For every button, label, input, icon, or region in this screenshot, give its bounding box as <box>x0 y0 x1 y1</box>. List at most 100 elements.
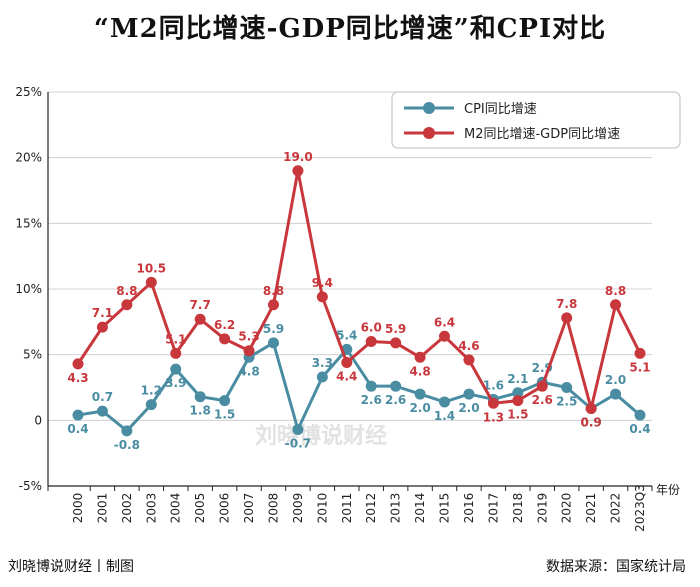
m2-gdp-point <box>512 395 524 407</box>
m2-gdp-data-label: 1.5 <box>507 408 528 422</box>
x-axis-ticks: 2000 2001 2002 2003 2004 2005 2006 2007 2008 2009… <box>47 484 653 532</box>
x-tick-label: 2011 <box>340 493 354 524</box>
x-tick-label: 2023Q3 <box>633 484 647 532</box>
legend-cpi-marker <box>423 102 435 114</box>
cpi-point <box>72 409 84 421</box>
x-tick-label: 2016 <box>462 493 476 524</box>
m2-gdp-point <box>390 337 402 349</box>
legend: CPI同比增速 M2同比增速-GDP同比增速 <box>391 91 681 149</box>
cpi-data-label: 1.6 <box>483 378 504 392</box>
m2-gdp-data-label: 7.8 <box>556 297 577 311</box>
x-tick-label: 2010 <box>315 493 329 524</box>
m2-gdp-data-label: 19.0 <box>283 150 313 164</box>
m2-gdp-data-label: 7.7 <box>190 298 211 312</box>
m2-gdp-data-label: 6.0 <box>361 321 382 335</box>
cpi-point <box>561 382 573 393</box>
cpi-data-label: 2.5 <box>556 395 577 409</box>
m2-gdp-point <box>170 347 182 359</box>
m2-gdp-data-label: 5.9 <box>385 322 406 336</box>
x-tick-label: 2019 <box>535 493 549 524</box>
m2-gdp-point <box>145 276 157 288</box>
x-tick-label: 2012 <box>364 493 378 524</box>
y-tick-label: 0 <box>34 413 42 427</box>
cpi-point <box>96 405 108 417</box>
y-tick-label: 20% <box>15 151 42 165</box>
m2-gdp-point <box>341 357 353 369</box>
m2-gdp-point <box>194 313 206 325</box>
y-tick-label: 5% <box>23 348 42 362</box>
x-tick-label: 2007 <box>242 493 256 524</box>
cpi-point <box>194 391 206 403</box>
m2-gdp-data-label: 4.4 <box>336 370 357 384</box>
cpi-point <box>463 388 475 400</box>
cpi-data-label: 1.5 <box>214 408 235 422</box>
m2-gdp-data-label: 4.8 <box>409 364 430 378</box>
x-tick-label: 2013 <box>389 493 403 524</box>
cpi-point <box>219 395 231 407</box>
m2-gdp-point <box>561 312 573 324</box>
m2-gdp-point <box>96 321 108 333</box>
cpi-data-label: 5.9 <box>263 322 284 336</box>
cpi-data-label: 0.4 <box>629 422 650 436</box>
m2-gdp-data-label: 6.2 <box>214 318 235 332</box>
x-tick-label: 2017 <box>486 493 500 524</box>
m2-gdp-point <box>267 299 279 311</box>
grid-lines <box>47 91 652 487</box>
x-tick-label: 2018 <box>511 493 525 524</box>
m2-gdp-data-label: 10.5 <box>136 261 166 275</box>
m2-gdp-point <box>365 336 377 348</box>
footer-credit: 刘晓博说财经丨制图 <box>8 559 134 575</box>
x-tick-label: 2014 <box>413 493 427 524</box>
cpi-data-label: 0.7 <box>92 390 113 404</box>
cpi-point <box>145 399 157 411</box>
y-axis-ticks: 25% 20% 15% 10% 5% 0 -5% <box>15 85 42 493</box>
cpi-point <box>292 424 304 436</box>
x-tick-label: 2001 <box>95 493 109 524</box>
cpi-data-label: -0.8 <box>114 438 140 452</box>
y-tick-label: 25% <box>15 85 42 99</box>
cpi-data-label: 2.0 <box>458 401 479 415</box>
x-tick-label: 2008 <box>266 493 280 524</box>
m2-gdp-point <box>610 299 622 311</box>
x-tick-label: 2003 <box>144 493 158 524</box>
cpi-data-label: 4.8 <box>238 364 259 378</box>
cpi-data-label: 2.6 <box>361 393 382 407</box>
x-tick-label: 2015 <box>438 493 452 524</box>
x-tick-label: 2002 <box>120 493 134 524</box>
m2-gdp-point <box>292 165 304 177</box>
m2-gdp-data-label: 6.4 <box>434 315 455 329</box>
x-tick-label: 2020 <box>560 493 574 524</box>
cpi-point <box>121 425 133 437</box>
cpi-data-label: 1.8 <box>190 404 211 418</box>
x-tick-label: 2022 <box>609 493 623 524</box>
cpi-data-label: 1.4 <box>434 409 455 423</box>
m2-gdp-data-label: 5.3 <box>238 330 259 344</box>
cpi-point <box>414 388 426 400</box>
footer-source: 数据来源：国家统计局 <box>546 559 686 575</box>
cpi-point <box>316 371 328 383</box>
series-layer: 0.40.7-0.81.23.91.8 1.54.85.9-0.73.35.42.… <box>67 150 650 452</box>
y-tick-label: -5% <box>19 479 42 493</box>
y-tick-label: 10% <box>15 282 42 296</box>
watermark: 刘晓博说财经 <box>255 423 387 449</box>
m2-gdp-data-label: 0.9 <box>580 416 601 430</box>
m2-gdp-point <box>121 299 133 311</box>
m2-gdp-point <box>536 380 548 392</box>
legend-cpi-label: CPI同比增速 <box>464 102 537 117</box>
m2-gdp-point <box>72 358 84 370</box>
x-axis-label: 年份 <box>656 483 680 497</box>
cpi-line <box>77 341 641 433</box>
cpi-data-label: -0.7 <box>285 437 311 451</box>
x-tick-label: 2009 <box>291 493 305 524</box>
m2-gdp-point <box>219 333 231 345</box>
legend-m2-gdp-marker <box>423 127 435 139</box>
m2-gdp-data-label: 1.3 <box>483 410 504 424</box>
m2-gdp-point <box>243 345 255 357</box>
m2-gdp-data-label: 4.6 <box>458 339 479 353</box>
m2-gdp-point <box>439 330 451 342</box>
x-tick-label: 2005 <box>193 493 207 524</box>
cpi-data-label: 5.4 <box>336 328 357 342</box>
cpi-data-label: 0.9 <box>580 416 601 430</box>
cpi-point <box>267 337 279 349</box>
